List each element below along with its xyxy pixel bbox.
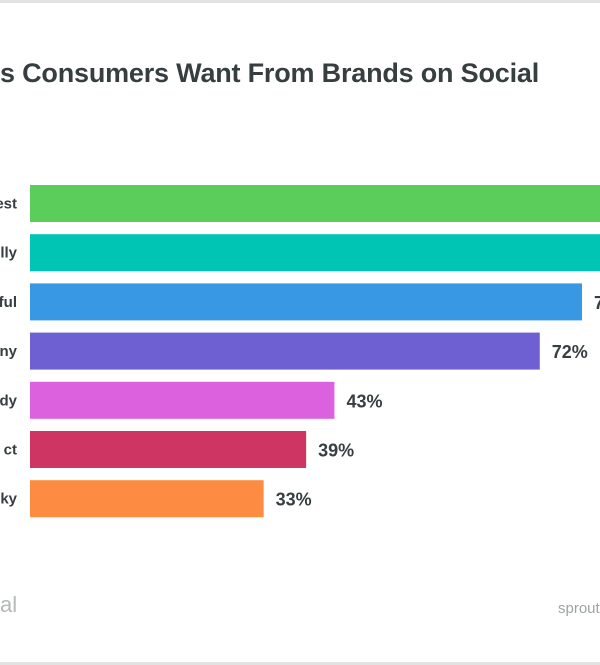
value-label: 72%	[552, 342, 588, 362]
category-label: est	[0, 196, 17, 213]
value-label: 33%	[276, 490, 312, 510]
frame-bottom-border	[0, 662, 600, 665]
category-label: lly	[0, 245, 17, 262]
category-label: ct	[4, 442, 17, 459]
category-label: ful	[0, 294, 17, 311]
bar-ny	[30, 332, 540, 370]
footer-source-text: sprout	[558, 600, 600, 617]
category-label: ky	[0, 491, 17, 508]
bar-ky	[30, 480, 264, 518]
bar-est	[30, 185, 600, 222]
value-label: 43%	[346, 391, 382, 411]
bar-dy	[30, 381, 335, 419]
frame-top-border	[0, 0, 600, 3]
value-label: 7	[594, 293, 600, 313]
category-label: dy	[0, 392, 18, 409]
bar-ct	[30, 431, 307, 468]
bar-ful	[30, 283, 582, 321]
category-label: ny	[0, 343, 18, 360]
bar-lly	[30, 234, 600, 272]
footer-logo-text: al	[0, 592, 18, 617]
chart-title: s Consumers Want From Brands on Social	[0, 58, 539, 88]
value-label: 39%	[318, 441, 354, 461]
